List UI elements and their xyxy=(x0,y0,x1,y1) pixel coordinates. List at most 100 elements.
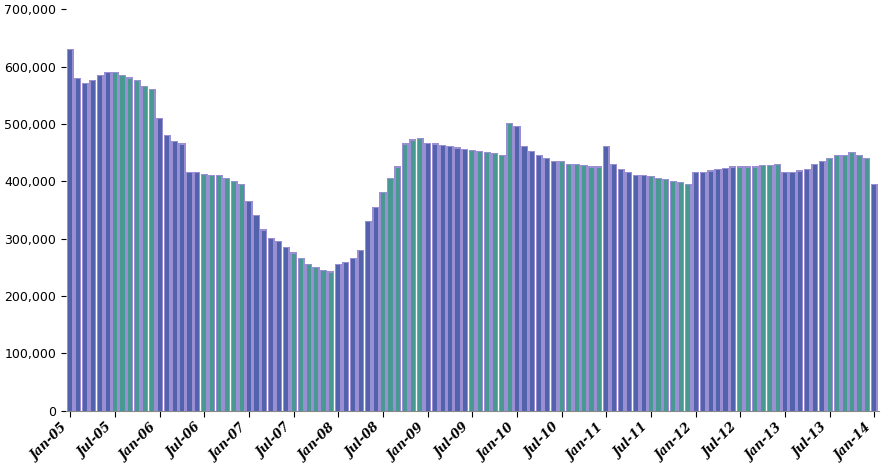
Bar xyxy=(402,143,409,411)
Bar xyxy=(305,264,312,411)
Bar xyxy=(456,149,459,411)
Bar xyxy=(447,146,454,411)
Bar xyxy=(335,264,342,411)
Bar xyxy=(798,171,802,411)
Bar xyxy=(805,170,810,411)
Bar xyxy=(841,155,849,411)
Bar xyxy=(655,178,662,411)
Bar xyxy=(530,152,534,411)
Bar xyxy=(120,76,125,411)
Bar xyxy=(476,151,483,411)
Bar xyxy=(842,156,847,411)
Bar xyxy=(707,170,714,411)
Bar xyxy=(506,123,513,411)
Bar xyxy=(610,163,617,411)
Bar xyxy=(260,229,268,411)
Bar xyxy=(774,163,781,411)
Bar xyxy=(463,150,467,411)
Bar xyxy=(439,145,446,411)
Bar xyxy=(283,247,290,411)
Bar xyxy=(172,142,177,411)
Bar xyxy=(387,178,394,411)
Bar xyxy=(551,161,558,411)
Bar xyxy=(722,168,729,411)
Bar xyxy=(343,262,350,411)
Bar xyxy=(291,254,296,411)
Bar xyxy=(835,156,839,411)
Bar xyxy=(178,143,185,411)
Bar xyxy=(269,239,274,411)
Bar xyxy=(582,166,586,411)
Bar xyxy=(351,259,355,411)
Bar xyxy=(580,165,587,411)
Bar xyxy=(590,168,593,411)
Bar xyxy=(150,90,155,411)
Bar xyxy=(692,172,699,411)
Bar xyxy=(469,150,476,411)
Bar xyxy=(634,176,638,411)
Bar xyxy=(625,172,632,411)
Bar xyxy=(165,136,170,411)
Bar xyxy=(558,161,565,411)
Bar xyxy=(812,165,817,411)
Bar xyxy=(618,169,625,411)
Bar xyxy=(409,140,417,411)
Bar xyxy=(515,127,519,411)
Bar xyxy=(760,166,765,411)
Bar xyxy=(411,141,415,411)
Bar xyxy=(426,144,430,411)
Bar xyxy=(744,166,751,411)
Bar xyxy=(195,173,199,411)
Bar xyxy=(448,148,452,411)
Bar xyxy=(230,181,238,411)
Bar xyxy=(523,148,526,411)
Bar xyxy=(604,148,608,411)
Bar xyxy=(380,192,387,411)
Bar xyxy=(253,215,260,411)
Bar xyxy=(74,78,81,411)
Bar xyxy=(864,158,871,411)
Bar xyxy=(417,138,424,411)
Bar xyxy=(134,80,141,411)
Bar xyxy=(850,153,854,411)
Bar xyxy=(433,145,437,411)
Bar xyxy=(686,185,691,411)
Bar xyxy=(202,175,207,411)
Bar xyxy=(328,273,333,411)
Bar xyxy=(432,143,439,411)
Bar xyxy=(679,183,683,411)
Bar xyxy=(299,259,303,411)
Bar xyxy=(135,81,140,411)
Bar xyxy=(796,170,804,411)
Bar xyxy=(441,146,445,411)
Bar xyxy=(106,73,109,411)
Bar xyxy=(789,172,796,411)
Bar xyxy=(419,139,422,411)
Bar xyxy=(210,176,214,411)
Bar xyxy=(536,155,543,411)
Bar xyxy=(328,271,335,411)
Bar xyxy=(471,151,474,411)
Bar xyxy=(664,180,668,411)
Bar xyxy=(232,182,236,411)
Bar xyxy=(827,159,832,411)
Bar xyxy=(612,165,615,411)
Bar xyxy=(126,78,133,411)
Bar xyxy=(804,169,811,411)
Bar xyxy=(640,175,647,411)
Bar xyxy=(775,165,780,411)
Bar xyxy=(491,153,498,411)
Bar xyxy=(223,178,230,411)
Bar xyxy=(545,159,549,411)
Bar xyxy=(642,176,645,411)
Bar xyxy=(484,152,491,411)
Bar xyxy=(96,75,103,411)
Bar xyxy=(849,152,856,411)
Bar xyxy=(699,172,706,411)
Bar xyxy=(514,126,521,411)
Bar xyxy=(180,145,184,411)
Bar xyxy=(217,176,222,411)
Bar xyxy=(366,222,370,411)
Bar xyxy=(649,177,653,411)
Bar xyxy=(141,86,148,411)
